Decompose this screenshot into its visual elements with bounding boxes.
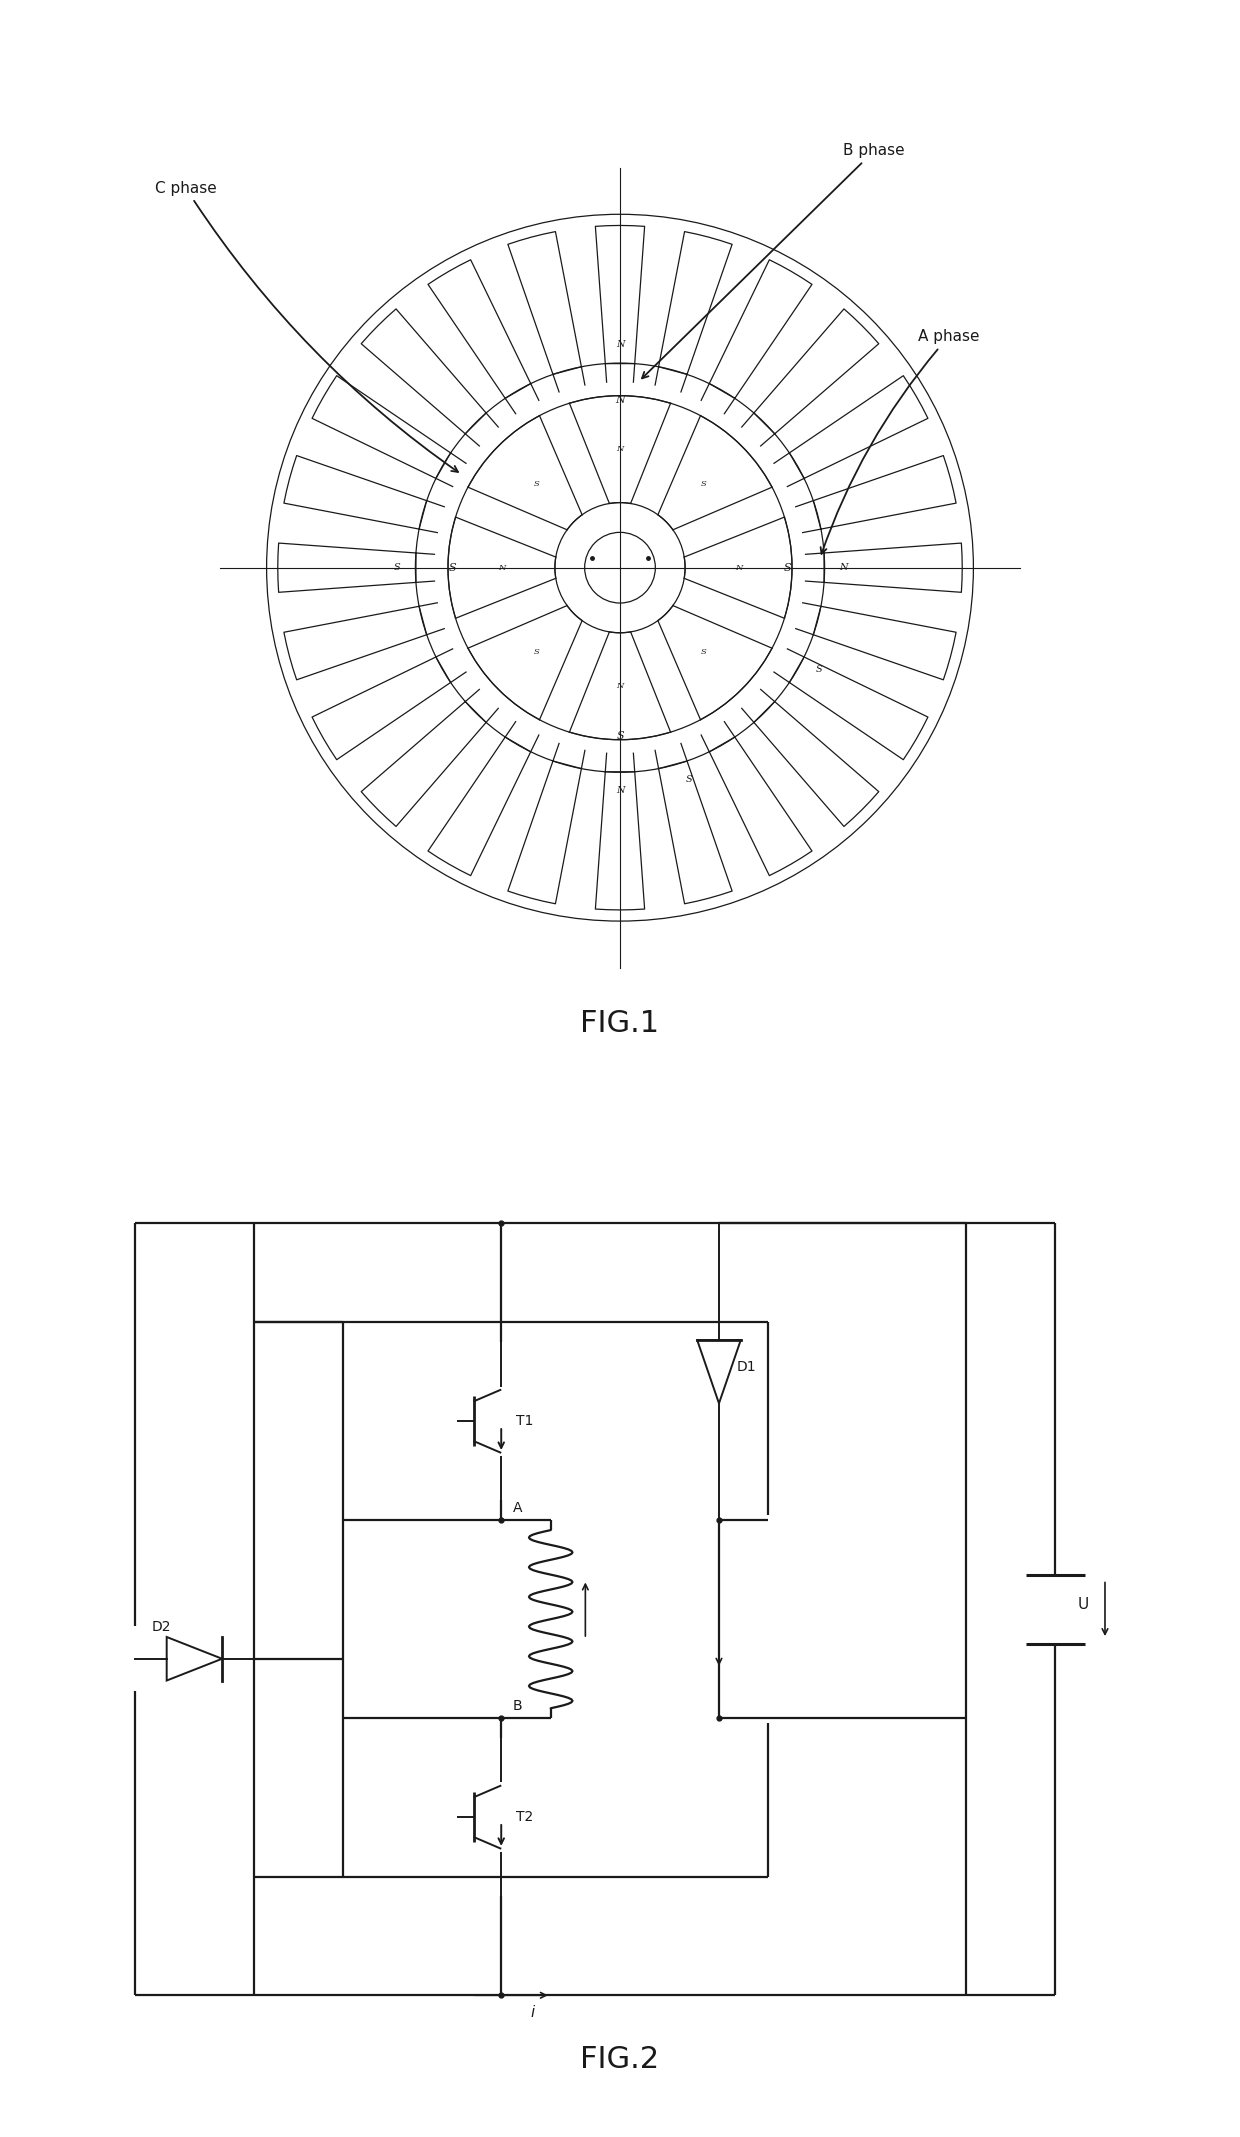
Text: S: S [448,562,456,573]
Text: S: S [701,648,707,656]
Text: B phase: B phase [642,143,905,378]
Text: B: B [513,1699,523,1714]
Text: N: N [735,564,743,573]
Text: S: S [784,562,792,573]
Text: S: S [533,481,539,487]
Text: D1: D1 [737,1359,756,1374]
Text: N: N [616,786,624,795]
Text: S: S [816,665,822,673]
Text: S: S [393,564,401,573]
Text: U: U [1078,1596,1089,1611]
Text: N: N [616,682,624,690]
Text: D2: D2 [153,1620,171,1635]
Text: S: S [701,481,707,487]
Text: T1: T1 [516,1415,533,1428]
Text: C phase: C phase [155,182,458,472]
Text: i: i [531,2005,536,2019]
Text: N: N [497,564,505,573]
Text: N: N [616,444,624,453]
Text: N: N [615,395,625,404]
Text: S: S [533,648,539,656]
Text: A: A [513,1502,522,1515]
Text: T2: T2 [516,1810,533,1825]
Text: S: S [686,776,692,784]
Text: N: N [616,340,624,348]
Text: N: N [839,564,847,573]
Text: S: S [616,731,624,742]
Text: FIG.1: FIG.1 [580,1009,660,1039]
Text: FIG.2: FIG.2 [580,2045,660,2075]
Text: A phase: A phase [821,329,980,553]
